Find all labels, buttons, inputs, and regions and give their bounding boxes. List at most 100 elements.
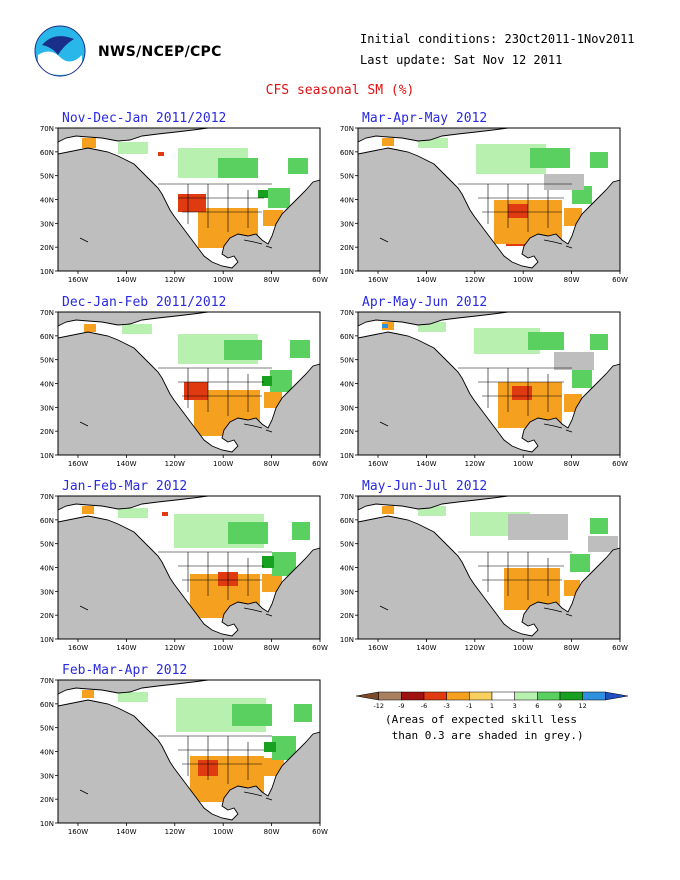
panel-title: Jan-Feb-Mar 2012	[62, 479, 188, 494]
lon-label: 60W	[612, 644, 628, 652]
anomaly-patch	[122, 324, 152, 334]
lon-label: 140W	[116, 460, 136, 468]
map-panel-mjj: 70N 60N 50N 40N 30N 20N 10N 160W 140W 120W 100W 80W…	[340, 493, 628, 652]
lat-label: 50N	[340, 173, 354, 181]
anomaly-patch	[288, 158, 308, 174]
coastline	[58, 128, 320, 269]
lon-label: 60W	[612, 276, 628, 284]
lat-label: 40N	[340, 565, 354, 573]
lon-label: 100W	[213, 276, 233, 284]
lat-label: 70N	[340, 493, 354, 501]
anomaly-patch	[270, 370, 292, 392]
lon-label: 80W	[264, 828, 280, 836]
caribbean-islands	[243, 239, 273, 249]
anomaly-patch	[570, 554, 590, 572]
anomaly-patch	[218, 158, 258, 178]
anomaly-patch	[118, 142, 148, 154]
lon-label: 100W	[513, 644, 533, 652]
anomaly-patch	[512, 386, 532, 400]
lat-label: 30N	[340, 588, 354, 596]
anomaly-patch	[184, 382, 208, 400]
caribbean-islands	[243, 423, 273, 433]
hawaii-islands	[79, 605, 89, 611]
lon-label: 140W	[416, 460, 436, 468]
anomaly-patch	[382, 138, 394, 146]
lat-label: 20N	[40, 796, 54, 804]
caribbean-islands	[543, 239, 573, 249]
lat-label: 70N	[40, 493, 54, 501]
map-panel-amj: 70N 60N 50N 40N 30N 20N 10N 160W 140W 120W 100W 80W…	[340, 309, 628, 468]
legend-tick-label: 6	[535, 702, 539, 710]
panel-title: Mar-Apr-May 2012	[362, 111, 488, 126]
hawaii-islands	[79, 789, 89, 795]
anomaly-patch	[84, 324, 96, 332]
lat-label: 40N	[40, 749, 54, 757]
map-panel-mam: 70N 60N 50N 40N 30N 20N 10N 160W 140W 120W 100W 80W…	[340, 125, 628, 284]
lat-label: 10N	[340, 636, 354, 644]
legend-swatch	[559, 691, 583, 701]
lat-label: 30N	[40, 588, 54, 596]
lat-label: 50N	[340, 357, 354, 365]
anomaly-patch	[178, 194, 206, 212]
anomaly-patch	[162, 512, 168, 516]
anomaly-patch	[544, 174, 584, 190]
lon-label: 100W	[213, 828, 233, 836]
anomaly-patch	[590, 152, 608, 168]
legend-swatch	[605, 691, 629, 701]
anomaly-patch	[590, 518, 608, 534]
caribbean-islands	[543, 423, 573, 433]
lat-label: 50N	[340, 541, 354, 549]
lon-label: 80W	[264, 644, 280, 652]
caribbean-islands	[543, 607, 573, 617]
lat-label: 50N	[40, 173, 54, 181]
legend-swatch	[401, 691, 425, 701]
lat-label: 60N	[340, 517, 354, 525]
legend-swatch	[355, 691, 379, 701]
lon-label: 120W	[165, 828, 185, 836]
lat-label: 30N	[340, 404, 354, 412]
anomaly-patch	[418, 322, 446, 332]
color-legend: -12 -9 -6 -3 -1 1 3 6 9 12	[355, 691, 629, 710]
legend-tick-label: -12	[373, 702, 384, 710]
anomaly-patch	[554, 352, 594, 370]
lat-label: 60N	[40, 517, 54, 525]
lon-label: 160W	[68, 644, 88, 652]
lon-label: 60W	[312, 276, 328, 284]
lon-label: 120W	[165, 460, 185, 468]
caribbean-islands	[243, 607, 273, 617]
lat-label: 70N	[340, 125, 354, 133]
lon-label: 160W	[368, 276, 388, 284]
lon-label: 160W	[68, 276, 88, 284]
lat-label: 10N	[40, 636, 54, 644]
lat-label: 20N	[340, 612, 354, 620]
legend-tick-label: 1	[490, 702, 494, 710]
anomaly-patch	[82, 506, 94, 514]
legend-swatch	[582, 691, 606, 701]
lat-label: 30N	[40, 772, 54, 780]
noaa-logo	[34, 25, 86, 77]
state-lines	[178, 552, 264, 600]
anomaly-patch	[588, 536, 618, 552]
lat-label: 60N	[40, 149, 54, 157]
lon-label: 160W	[368, 460, 388, 468]
legend-tick-label: -3	[443, 702, 449, 710]
lat-label: 70N	[340, 309, 354, 317]
lat-label: 10N	[40, 820, 54, 828]
anomaly-patch	[262, 556, 274, 568]
anomaly-patch	[530, 148, 570, 168]
anomaly-patch	[262, 574, 282, 592]
state-lines	[178, 184, 264, 232]
lon-label: 160W	[68, 460, 88, 468]
legend-tick-label: 3	[513, 702, 517, 710]
lon-label: 80W	[264, 276, 280, 284]
anomaly-patch	[292, 522, 310, 540]
legend-swatch	[491, 691, 515, 701]
lon-label: 160W	[368, 644, 388, 652]
lat-label: 40N	[340, 197, 354, 205]
coastline	[358, 312, 620, 453]
lon-label: 120W	[465, 460, 485, 468]
map-panel-jfm: 70N 60N 50N 40N 30N 20N 10N 160W 140W 120W 100W 80W…	[40, 493, 328, 652]
lon-label: 140W	[416, 644, 436, 652]
state-lines	[478, 368, 564, 416]
lat-label: 30N	[40, 220, 54, 228]
